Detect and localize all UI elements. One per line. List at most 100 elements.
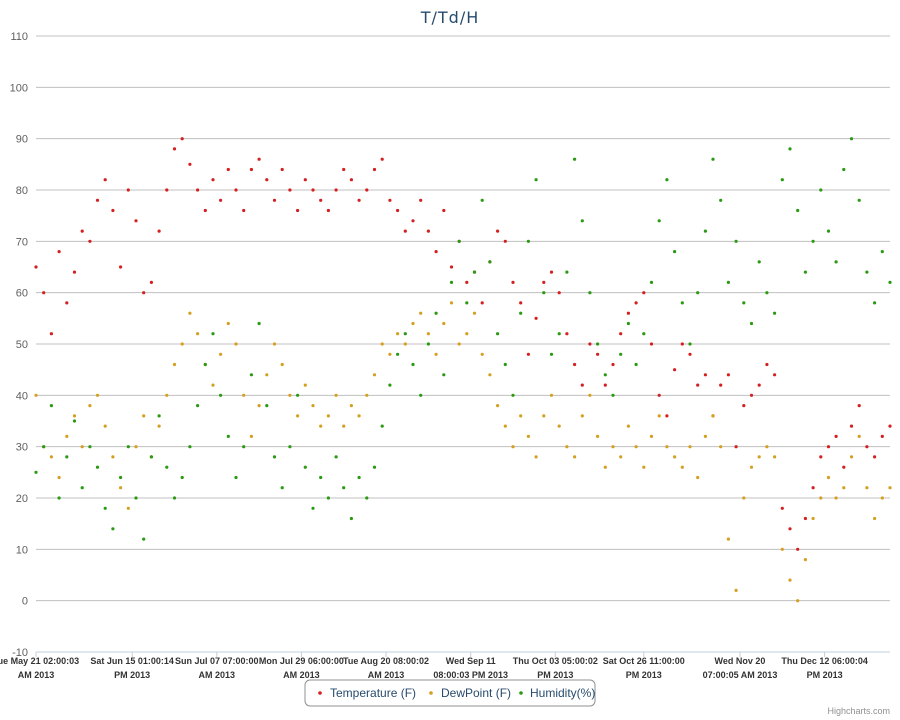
- dewpoint-point: [196, 332, 200, 336]
- dewpoint-point: [857, 434, 861, 438]
- dewpoint-point: [442, 321, 446, 326]
- temperature-point: [42, 291, 46, 295]
- y-tick-label: 110: [10, 31, 28, 43]
- temperature-point: [688, 352, 692, 356]
- y-tick-label: 100: [10, 82, 28, 94]
- dewpoint-point: [80, 445, 84, 449]
- dewpoint-point: [696, 475, 700, 480]
- humidity-point: [603, 373, 607, 377]
- temperature-point: [196, 188, 200, 192]
- temperature-point: [565, 332, 569, 336]
- temperature-point: [226, 167, 230, 172]
- dewpoint-point: [488, 373, 492, 377]
- humidity-point: [188, 445, 192, 449]
- humidity-point: [880, 250, 884, 254]
- dewpoint-point: [788, 578, 792, 582]
- dewpoint-point: [119, 486, 123, 490]
- legend-dewpoint-label: DewPoint (F): [441, 686, 511, 700]
- dewpoint-point: [565, 445, 569, 449]
- dewpoint-point: [180, 342, 184, 346]
- temperature-point: [49, 332, 54, 336]
- humidity-point: [419, 393, 423, 397]
- humidity-point: [134, 496, 138, 500]
- humidity-point: [57, 496, 61, 500]
- humidity-point: [388, 383, 392, 387]
- credits-link[interactable]: Highcharts.com: [827, 706, 890, 716]
- dewpoint-point: [449, 301, 454, 305]
- temperature-point: [596, 352, 600, 356]
- dewpoint-point: [873, 516, 877, 521]
- humidity-point: [849, 137, 854, 141]
- temperature-point: [288, 188, 292, 192]
- temperature-point: [634, 301, 638, 305]
- humidity-point: [611, 393, 615, 397]
- temperature-point: [203, 208, 207, 213]
- dewpoint-point: [211, 383, 215, 387]
- temperature-point: [857, 404, 861, 408]
- dewpoint-point: [880, 496, 884, 500]
- temperature-point: [249, 167, 253, 172]
- temperature-point: [142, 291, 146, 295]
- dewpoint-point: [426, 332, 430, 336]
- temperature-point: [219, 198, 223, 202]
- y-tick-label: 80: [16, 185, 28, 197]
- dewpoint-point: [403, 342, 407, 346]
- temperature-point: [873, 455, 877, 459]
- humidity-point: [211, 332, 215, 336]
- legend-temperature-symbol: [318, 691, 322, 695]
- humidity-point: [757, 260, 761, 264]
- dewpoint-point: [634, 445, 638, 449]
- dewpoint-point: [734, 588, 738, 593]
- humidity-point: [673, 250, 677, 254]
- humidity-point: [196, 404, 200, 408]
- humidity-point: [634, 362, 638, 367]
- temperature-point: [511, 280, 515, 284]
- dewpoint-point: [665, 445, 669, 449]
- humidity-point: [596, 342, 600, 346]
- dewpoint-point: [511, 445, 515, 449]
- temperature-point: [311, 188, 315, 192]
- dewpoint-point: [711, 414, 715, 418]
- temperature-point: [234, 188, 238, 192]
- humidity-point: [573, 157, 577, 161]
- x-tick-label: Sun Jul 07 07:00:00 AM 2013: [175, 656, 259, 680]
- temperature-point: [396, 208, 400, 213]
- humidity-point: [257, 321, 261, 326]
- dewpoint-point: [749, 465, 754, 469]
- temperature-point: [149, 280, 153, 284]
- temperature-point: [303, 178, 307, 182]
- y-gridlines: [36, 35, 890, 653]
- dewpoint-point: [226, 321, 230, 326]
- temperature-point: [449, 265, 454, 269]
- temperature-point: [773, 373, 777, 377]
- dewpoint-point: [596, 434, 600, 438]
- dewpoint-point: [834, 496, 838, 500]
- temperature-point: [665, 414, 669, 418]
- legend-item-temperature[interactable]: Temperature (F): [318, 686, 416, 700]
- legend-item-humidity[interactable]: Humidity(%): [519, 686, 595, 700]
- temperature-point: [542, 280, 546, 284]
- dewpoint-point: [519, 414, 523, 418]
- dewpoint-point: [526, 434, 531, 438]
- legend-item-dewpoint[interactable]: DewPoint (F): [429, 686, 511, 700]
- dewpoint-point: [242, 393, 246, 397]
- temperature-point: [696, 383, 700, 387]
- humidity-point: [403, 332, 407, 336]
- dewpoint-point: [326, 414, 330, 418]
- temperature-point: [865, 445, 869, 449]
- humidity-point: [180, 475, 184, 480]
- temperature-point: [549, 270, 554, 274]
- dewpoint-point: [419, 311, 423, 315]
- dewpoint-point: [288, 393, 292, 397]
- humidity-point: [226, 434, 230, 438]
- temperature-point: [803, 516, 808, 521]
- humidity-point: [372, 465, 377, 469]
- humidity-point: [465, 301, 469, 305]
- temperature-point: [388, 198, 392, 202]
- x-tick-label: Sat Jun 15 01:00:14 PM 2013: [90, 656, 174, 680]
- dewpoint-point: [819, 496, 823, 500]
- humidity-point: [272, 455, 277, 459]
- temperature-point: [357, 198, 361, 202]
- humidity-point: [396, 352, 400, 356]
- dewpoint-point: [826, 475, 831, 480]
